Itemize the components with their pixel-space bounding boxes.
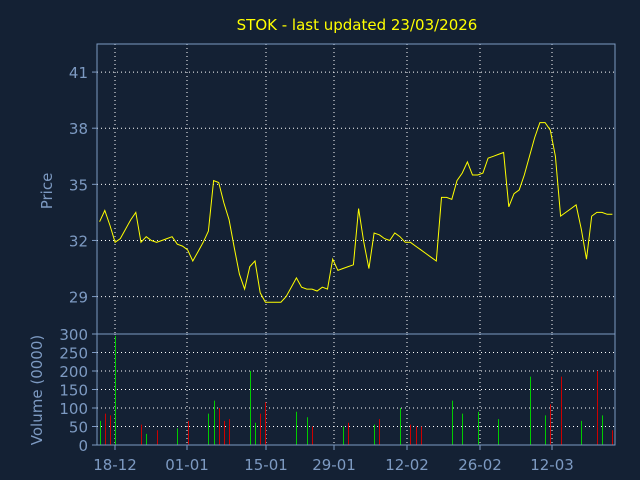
price-ytick-label: 29 [69, 289, 88, 307]
chart-title: STOK - last updated 23/03/2026 [237, 16, 478, 34]
x-tick-label: 26-02 [458, 456, 502, 474]
volume-ytick-label: 50 [69, 419, 88, 437]
volume-ytick-label: 150 [59, 382, 88, 400]
x-tick-label: 01-01 [165, 456, 209, 474]
x-tick-label: 29-01 [312, 456, 356, 474]
volume-panel-frame [96, 333, 616, 446]
volume-ytick-label: 100 [59, 400, 88, 418]
volume-ytick-label: 250 [59, 345, 88, 363]
x-axis: 18-12 01-01 15-01 29-01 12-02 26-02 12-03 [93, 445, 574, 474]
price-ytick-label: 35 [69, 176, 88, 194]
price-line [99, 122, 613, 303]
price-ytick-label: 32 [69, 232, 88, 250]
price-ytick-label: 38 [69, 120, 88, 138]
volume-ytick-label: 300 [59, 326, 88, 344]
x-tick-label: 18-12 [93, 456, 137, 474]
volume-axis-label: Volume (0000) [28, 335, 46, 445]
x-tick-label: 12-03 [530, 456, 574, 474]
x-tick-label: 15-01 [244, 456, 288, 474]
price-panel: 29 32 35 38 41 Price [38, 43, 616, 335]
price-ytick-label: 41 [69, 64, 88, 82]
price-axis-label: Price [38, 173, 56, 210]
x-tick-label: 12-02 [385, 456, 429, 474]
volume-ytick-label: 200 [59, 363, 88, 381]
volume-ytick-label: 0 [78, 437, 88, 455]
